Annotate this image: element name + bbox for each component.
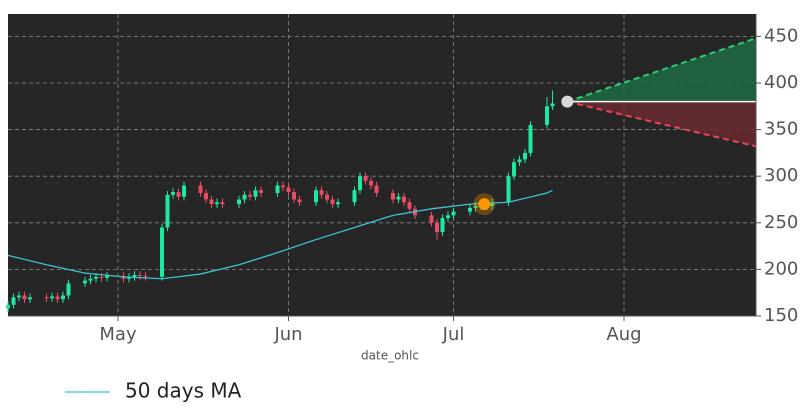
candle-body <box>545 106 549 125</box>
candle-body <box>242 194 247 200</box>
candle-body <box>50 296 54 299</box>
candle-body <box>182 185 186 197</box>
candle-body <box>209 199 214 205</box>
x-tick-label: Jun <box>273 324 302 345</box>
forecast-down-line <box>567 100 757 148</box>
candle-body <box>165 194 170 228</box>
candle-body <box>369 180 373 186</box>
candle-body <box>523 152 527 160</box>
y-tick-label: 400 <box>764 72 798 93</box>
candle-body <box>281 185 285 188</box>
x-axis-label: date_ohlc <box>361 349 419 363</box>
candle-body <box>17 295 21 298</box>
candle-body <box>297 199 302 203</box>
y-tick-label: 300 <box>764 165 798 186</box>
candle-body <box>6 304 10 309</box>
candle-body <box>358 176 362 191</box>
candle-body <box>28 297 32 300</box>
y-tick-label: 450 <box>764 25 798 46</box>
candle-body <box>138 274 142 276</box>
candle-body <box>391 192 395 200</box>
y-tick-label: 250 <box>764 212 798 233</box>
x-tick-label: May <box>99 324 137 345</box>
candle-body <box>435 222 439 233</box>
candle-body <box>325 194 329 200</box>
y-tick-label: 200 <box>764 258 798 279</box>
candle-body <box>237 199 241 205</box>
candle-body <box>22 295 27 300</box>
candle-body <box>44 297 49 299</box>
candle-body <box>160 227 164 277</box>
candle-body <box>94 276 98 279</box>
candle-body <box>374 185 379 193</box>
candle-body <box>127 276 131 279</box>
forecast-start <box>561 95 574 108</box>
candle-body <box>473 206 478 208</box>
signal-marker <box>478 198 491 211</box>
x-tick-label: Jul <box>442 324 465 345</box>
candle-body <box>528 124 533 153</box>
candle-body <box>198 185 203 193</box>
candle-body <box>171 192 175 195</box>
candle-body <box>204 192 208 200</box>
candle-body <box>253 190 258 197</box>
candle-body <box>407 202 412 209</box>
candle-body <box>61 295 65 300</box>
candle-body <box>396 196 401 200</box>
candle-body <box>429 215 434 223</box>
candle-body <box>468 207 472 212</box>
candle-body <box>402 196 406 203</box>
candle-body <box>292 192 296 200</box>
candle-body <box>215 202 219 205</box>
candle-body <box>286 187 291 193</box>
candle-body <box>440 218 445 233</box>
candle-body <box>451 211 456 216</box>
legend-label: 50 days MA <box>125 379 242 403</box>
candle-body <box>105 275 109 278</box>
candle-body <box>319 190 324 195</box>
candle-body <box>66 283 71 296</box>
candle-body <box>176 192 181 197</box>
candle-body <box>352 190 357 203</box>
forecast-up-line <box>567 37 757 103</box>
candle-body <box>55 296 60 300</box>
candle-body <box>363 176 368 181</box>
candle-body <box>220 202 225 205</box>
candle-body <box>446 215 450 219</box>
y-tick-label: 150 <box>764 305 798 326</box>
candle-body <box>550 103 555 107</box>
candle-body <box>248 194 252 197</box>
x-tick-label: Aug <box>606 324 641 345</box>
candle-body <box>143 275 148 277</box>
candle-body <box>11 297 16 305</box>
candle-body <box>99 276 104 278</box>
candle-body <box>336 202 340 205</box>
candle-body <box>88 278 93 281</box>
candle-body <box>506 176 511 203</box>
y-tick-label: 350 <box>764 119 798 140</box>
candle-body <box>512 162 516 177</box>
candle-body <box>259 190 263 193</box>
candle-body <box>83 280 87 284</box>
candle-body <box>275 185 280 193</box>
candle-body <box>490 202 494 207</box>
candle-body <box>314 190 318 203</box>
candle-body <box>132 274 137 277</box>
candle-body <box>517 159 522 163</box>
candle-body <box>330 199 335 205</box>
forecast-up-area <box>567 38 756 102</box>
plot-background <box>8 14 756 316</box>
